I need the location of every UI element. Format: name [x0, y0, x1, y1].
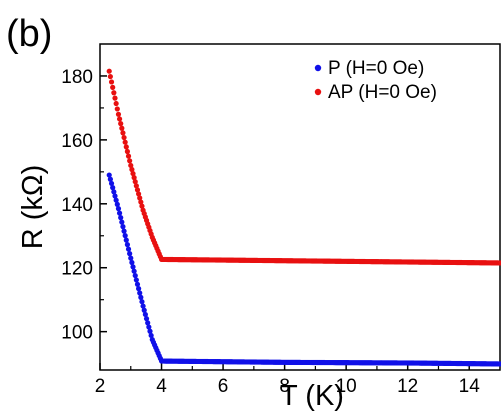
data-point [121, 134, 127, 141]
data-point [134, 187, 141, 193]
y-axis-title: R (kΩ) [17, 165, 49, 250]
data-point [147, 328, 153, 334]
data-point [113, 100, 119, 107]
data-point [131, 175, 137, 181]
data-point [125, 153, 132, 159]
data-point [112, 95, 118, 101]
data-point [138, 294, 144, 300]
data-point [108, 79, 115, 85]
data-point [497, 361, 501, 367]
data-point [146, 324, 152, 330]
x-tick-label: 6 [218, 376, 229, 397]
legend-marker [314, 64, 322, 72]
data-point [139, 203, 145, 209]
data-point [141, 307, 147, 313]
data-point [137, 195, 143, 201]
data-point [118, 215, 124, 221]
data-point [107, 176, 113, 182]
y-axis: 100 120 140 160 180 [61, 67, 107, 344]
data-point [115, 111, 122, 117]
x-tick-label: 10 [336, 376, 357, 397]
legend: P (H=0 Oe) AP (H=0 Oe) [314, 58, 437, 103]
data-point [106, 172, 112, 178]
data-point [112, 193, 118, 199]
data-point [133, 277, 139, 283]
data-point [122, 233, 128, 239]
data-point [116, 116, 123, 122]
plot-area-frame [99, 43, 501, 371]
legend-label: P (H=0 Oe) [328, 58, 424, 79]
data-point [127, 251, 133, 257]
data-point [120, 130, 126, 136]
y-tick-label: 160 [61, 131, 93, 152]
data-point [108, 180, 115, 187]
legend-label: AP (H=0 Oe) [328, 82, 437, 103]
x-tick-label: 8 [279, 376, 290, 397]
data-point [111, 90, 117, 96]
y-tick-label: 180 [61, 67, 93, 88]
x-tick-label: 14 [459, 376, 481, 397]
data-series-layer [106, 68, 501, 367]
panel-label: (b) [6, 13, 52, 55]
data-point [134, 281, 141, 287]
data-point [137, 290, 143, 296]
data-point [114, 201, 120, 207]
data-point [130, 170, 136, 177]
data-point [129, 166, 135, 173]
data-point [136, 286, 142, 292]
data-point [119, 125, 125, 131]
data-point [127, 158, 133, 164]
y-tick-label: 120 [61, 259, 93, 280]
data-point [122, 139, 128, 145]
data-point [123, 237, 129, 243]
data-point [121, 228, 127, 234]
data-point [124, 148, 131, 155]
data-point [115, 206, 122, 212]
data-point [497, 260, 501, 266]
x-axis-title: T (K) [280, 380, 344, 412]
series-p [106, 172, 501, 367]
y-tick-label: 100 [61, 323, 93, 344]
data-point [128, 255, 134, 261]
y-tick-label: 140 [61, 195, 93, 216]
data-point [139, 299, 145, 305]
data-point [138, 199, 144, 205]
data-point [124, 242, 131, 248]
data-point [106, 68, 112, 74]
data-point [132, 272, 138, 279]
data-point [116, 210, 123, 216]
data-point [145, 320, 151, 326]
data-point [136, 191, 142, 197]
data-point [142, 311, 148, 318]
data-point [114, 106, 120, 112]
data-point [133, 183, 139, 189]
data-point [143, 316, 150, 322]
x-tick-label: 2 [95, 376, 106, 397]
data-point [110, 84, 116, 90]
data-point [128, 162, 134, 169]
data-point [148, 332, 154, 339]
data-point [140, 303, 146, 309]
series-ap [106, 68, 501, 266]
data-point [123, 144, 129, 150]
data-point [110, 185, 116, 191]
legend-marker [314, 88, 322, 96]
data-point [118, 121, 124, 127]
data-point [131, 268, 137, 274]
x-tick-label: 12 [397, 376, 418, 397]
data-point [113, 197, 119, 203]
data-point [129, 259, 135, 266]
data-point [132, 179, 138, 185]
data-point [125, 246, 132, 252]
data-point [120, 224, 126, 230]
data-point [130, 264, 136, 270]
data-point [119, 219, 125, 225]
data-point [107, 73, 113, 80]
x-tick-label: 4 [156, 376, 167, 397]
data-point [111, 189, 117, 195]
